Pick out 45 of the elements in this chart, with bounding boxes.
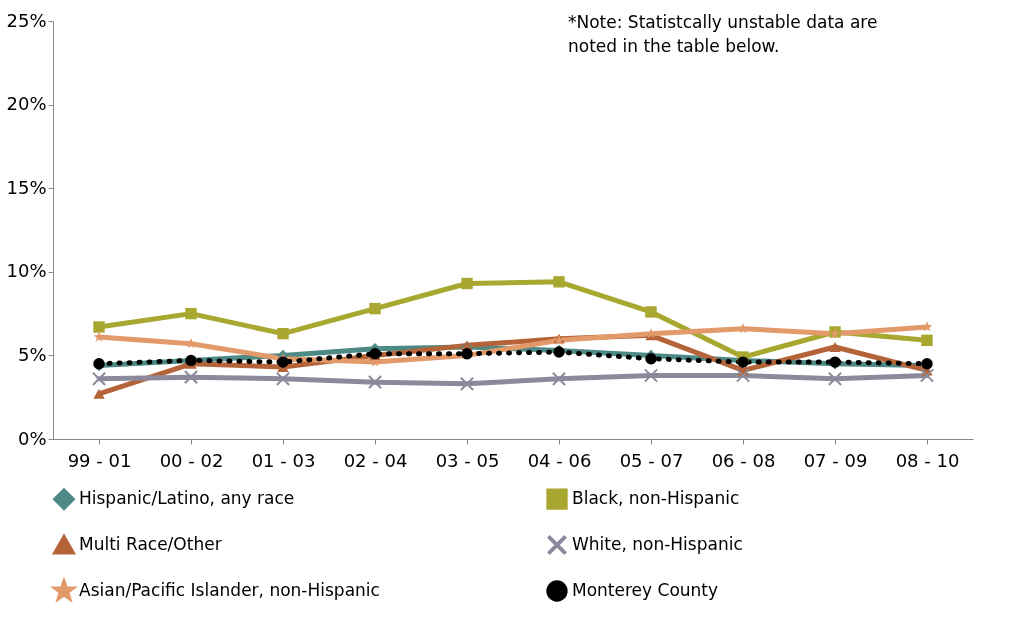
point: [551, 371, 567, 386]
point: [553, 276, 565, 288]
x-tick-label: 99 - 01: [67, 449, 132, 471]
legend-label: Monterey County: [572, 580, 719, 600]
y-tick-label: 20%: [6, 93, 47, 115]
point: [91, 371, 107, 386]
point: [645, 306, 657, 318]
x-tick-label: 02 - 04: [343, 449, 408, 471]
x-tick-label: 06 - 08: [711, 449, 776, 471]
x-tick-label: 03 - 05: [435, 449, 500, 471]
point: [643, 368, 659, 383]
point: [461, 277, 473, 290]
y-tick-label: 25%: [6, 9, 47, 31]
point: [183, 370, 199, 385]
annotation: *Note: Statistcally unstable data are noted in the table below.: [568, 12, 878, 56]
legend-label: Multi Race/Other: [79, 534, 222, 554]
y-tick-label: 0%: [17, 427, 47, 449]
legend-label: Black, non-Hispanic: [572, 488, 740, 509]
y-tick-label: 5%: [17, 343, 47, 365]
x-tick-label: 08 - 10: [895, 449, 960, 471]
point: [829, 342, 841, 352]
point: [921, 334, 933, 347]
x-tick-label: 04 - 06: [527, 449, 592, 471]
point: [93, 321, 105, 333]
point: [827, 371, 843, 386]
point: [459, 376, 475, 391]
legend-label: White, non-Hispanic: [572, 534, 743, 554]
point: [275, 371, 291, 386]
point: [735, 368, 751, 383]
y-tick-label: 15%: [6, 176, 47, 198]
point: [367, 375, 383, 390]
legend-label: Asian/Pacific Islander, non-Hispanic: [79, 580, 380, 600]
point: [919, 368, 935, 383]
x-tick-label: 01 - 03: [251, 449, 316, 471]
point: [645, 353, 657, 365]
x-tick-label: 05 - 07: [619, 449, 684, 471]
point: [277, 327, 289, 340]
point: [277, 356, 289, 368]
legend-label: Hispanic/Latino, any race: [79, 488, 295, 509]
point: [369, 302, 381, 315]
x-tick-label: 07 - 09: [803, 449, 868, 471]
point: [185, 307, 197, 320]
point: [93, 388, 105, 399]
x-tick-label: 00 - 02: [159, 449, 224, 471]
y-tick-label: 10%: [6, 260, 47, 282]
